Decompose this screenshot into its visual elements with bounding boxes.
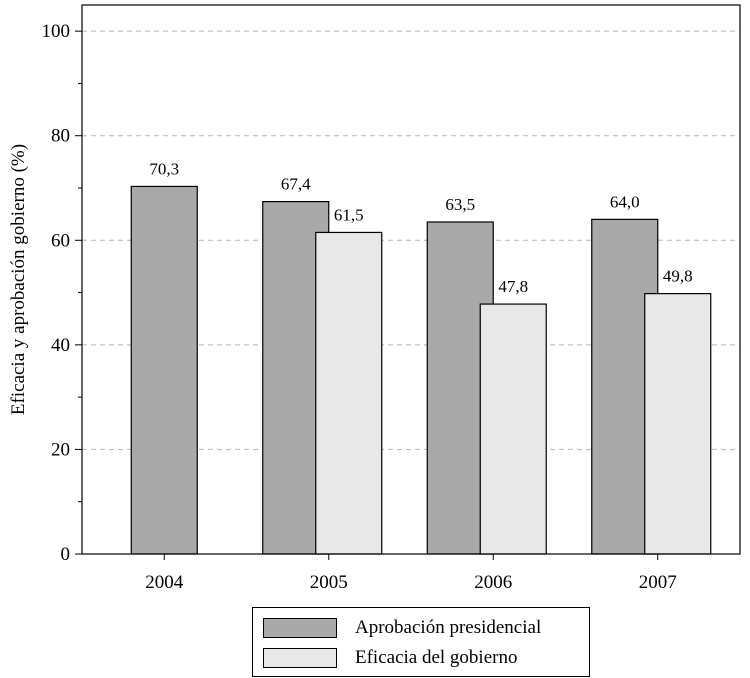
bar-2006-eficacia [479, 303, 547, 555]
data-label: 70,3 [149, 159, 179, 178]
x-tick-label: 2005 [310, 572, 348, 593]
y-tick-label: 80 [51, 126, 70, 147]
y-axis-title: Eficacia y aprobación gobierno (%) [8, 144, 29, 415]
data-label: 63,5 [445, 195, 475, 214]
bars [130, 185, 712, 555]
bar-2004-aprobacion [130, 185, 198, 555]
legend-item-aprobacion: Aprobación presidencial [263, 616, 541, 640]
x-tick-label: 2006 [474, 572, 512, 593]
y-tick-label: 60 [51, 230, 70, 251]
legend-swatch-eficacia [263, 648, 337, 668]
bar-2007-eficacia [644, 293, 712, 555]
data-label: 49,8 [663, 267, 693, 286]
y-tick-label: 100 [42, 21, 71, 42]
data-label: 47,8 [498, 277, 528, 296]
data-labels: 70,3 67,4 61,5 63,5 47,8 64,0 49,8 [149, 159, 692, 296]
x-tick-label: 2004 [145, 572, 184, 593]
x-tick-label: 2007 [639, 572, 677, 593]
legend-item-eficacia: Eficacia del gobierno [263, 646, 517, 670]
bar-2005-eficacia [315, 231, 383, 555]
data-label: 64,0 [610, 192, 640, 211]
legend-swatch-aprobacion [263, 618, 337, 638]
y-tick-label: 20 [51, 439, 70, 460]
legend-label-aprobacion: Aprobación presidencial [355, 617, 542, 638]
y-tick-label: 40 [51, 335, 70, 356]
plot-frame [81, 4, 741, 555]
y-axis: 0 20 40 60 80 100 [42, 21, 82, 565]
data-label: 61,5 [334, 205, 364, 224]
y-tick-label: 0 [61, 544, 71, 565]
legend-label-eficacia: Eficacia del gobierno [355, 647, 518, 668]
x-axis: 2004 2005 2006 2007 [145, 554, 677, 593]
bar-chart: 70,3 67,4 61,5 63,5 47,8 64,0 49,8 0 20 40 60 80 10… [8, 4, 741, 593]
legend: Aprobación presidencial Eficacia del gob… [252, 607, 590, 677]
data-label: 67,4 [281, 175, 311, 194]
